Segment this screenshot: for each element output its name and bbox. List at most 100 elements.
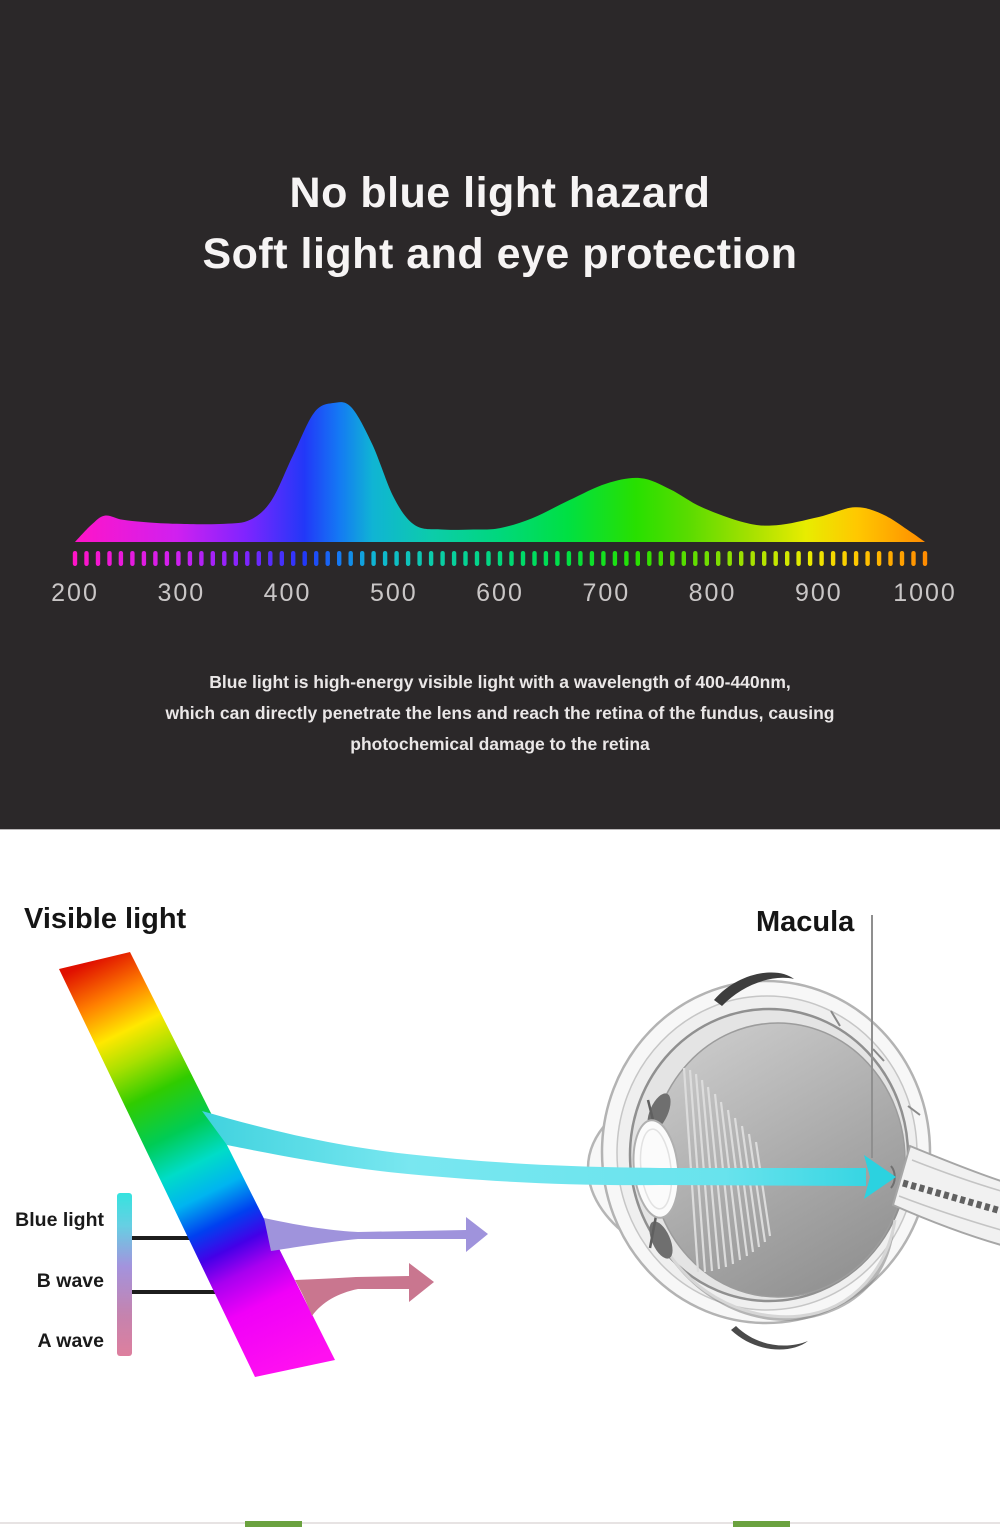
spectrum-tick [727,551,732,566]
sclera-suture-marks [830,1010,921,1116]
spectrum-tick [658,551,663,566]
spectrum-tick [428,551,434,566]
muscle-flap-top [714,972,794,1006]
macula-label: Macula [756,906,855,938]
spectrum-tick [555,551,560,566]
spectrum-tick [164,551,170,566]
spectrum-tick [314,551,319,566]
hero-section: No blue light hazard Soft light and eye … [0,0,1000,829]
eye-cross-section-illustration [586,972,1000,1350]
visible-light-beam [59,952,335,1377]
x-axis-tick-label: 600 [476,579,524,607]
spectrum-tick [807,551,813,566]
spectrum-tick [360,551,365,566]
spectrum-tick [394,551,399,566]
spectrum-tick [520,551,526,566]
visible-light-label: Visible light [24,903,187,935]
title-line-1: No blue light hazard [289,169,711,217]
spectrum-tick [497,551,503,566]
spectrum-tick [256,551,261,566]
spectrum-area-curve [75,402,925,542]
spectrum-tick [566,551,572,566]
spectrum-tick [624,551,629,566]
spectrum-tick [187,551,193,566]
optic-nerve-inner-line-top [911,1159,1000,1192]
x-axis-tick-label: 900 [795,579,843,607]
x-axis-tick-label: 400 [264,579,312,607]
spectrum-tick [601,551,606,566]
ciliary-body-bottom [649,1221,673,1259]
spectrum-tick [762,551,767,566]
spectrum-tick [302,551,307,566]
spectrum-tick [141,551,147,566]
spectrum-tick [233,551,238,566]
spectrum-tick [612,551,618,566]
spectrum-tick [739,551,744,566]
spectrum-tick [509,551,514,566]
page-bottom-divider [0,1522,1000,1524]
spectrum-tick [578,551,583,566]
spectrum-tick [176,551,181,566]
spectrum-tick [681,551,686,566]
page-bottom-accent-left [245,1521,302,1527]
spectrum-tick-bar [72,551,928,566]
x-axis-tick-label: 700 [582,579,630,607]
spectrum-tick [830,551,836,566]
spectrum-tick [474,551,480,566]
spectrum-tick [405,551,411,566]
spectrum-tick [130,551,135,566]
description-line-3: photochemical damage to the retina [350,734,650,754]
spectrum-tick [716,551,721,566]
x-axis-tick-label: 800 [689,579,737,607]
blue-light-ray-arrowhead [864,1155,896,1199]
spectrum-tick [348,551,353,566]
spectrum-tick [118,551,124,566]
spectrum-tick [486,551,491,566]
spectrum-tick [291,551,296,566]
x-axis-tick-label: 300 [157,579,205,607]
spectrum-tick [899,551,905,566]
spectrum-tick [693,551,698,566]
spectrum-tick [911,551,916,566]
spectrum-tick [589,551,595,566]
spectrum-tick [922,551,928,566]
spectrum-tick [635,551,640,566]
spectrum-tick [222,551,227,566]
spectrum-tick [325,551,330,566]
spectrum-tick [750,551,755,566]
b-wave-ray [264,1217,488,1252]
optic-nerve-inner-line-bottom [898,1195,1000,1231]
spectrum-tick [647,551,652,566]
spectrum-tick [279,551,284,566]
description-line-2: which can directly penetrate the lens an… [165,703,835,723]
spectrum-tick [153,551,158,566]
spectrum-tick [670,551,675,566]
spectrum-tick [199,551,204,566]
blue-light-ray-band [202,1111,866,1186]
spectrum-tick [888,551,893,566]
spectrum-tick [853,551,859,566]
legend-label-a-wave: A wave [37,1330,104,1352]
spectrum-chart: 200 300 400 500 600 700 800 900 1000 [51,402,955,607]
hero-description: Blue light is high-energy visible light … [0,667,1000,760]
spectrum-tick [451,551,457,566]
blue-light-ray [202,1111,896,1199]
spectrum-tick [95,551,101,566]
spectrum-tick [107,551,112,566]
spectrum-tick [876,551,882,566]
legend-label-b-wave: B wave [36,1270,104,1292]
x-axis-tick-label: 200 [51,579,99,607]
a-wave-ray [295,1263,434,1316]
spectrum-tick [210,551,215,566]
x-axis-tick-label: 500 [370,579,418,607]
spectrum-tick [84,551,89,566]
spectrum-tick [819,551,824,566]
spectrum-tick [532,551,537,566]
retina-membrane-line [650,1219,897,1319]
spectrum-tick [842,551,847,566]
spectrum-tick [417,551,422,566]
spectrum-tick [796,551,801,566]
spectrum-tick [268,551,273,566]
page-bottom-accent-right [733,1521,790,1527]
